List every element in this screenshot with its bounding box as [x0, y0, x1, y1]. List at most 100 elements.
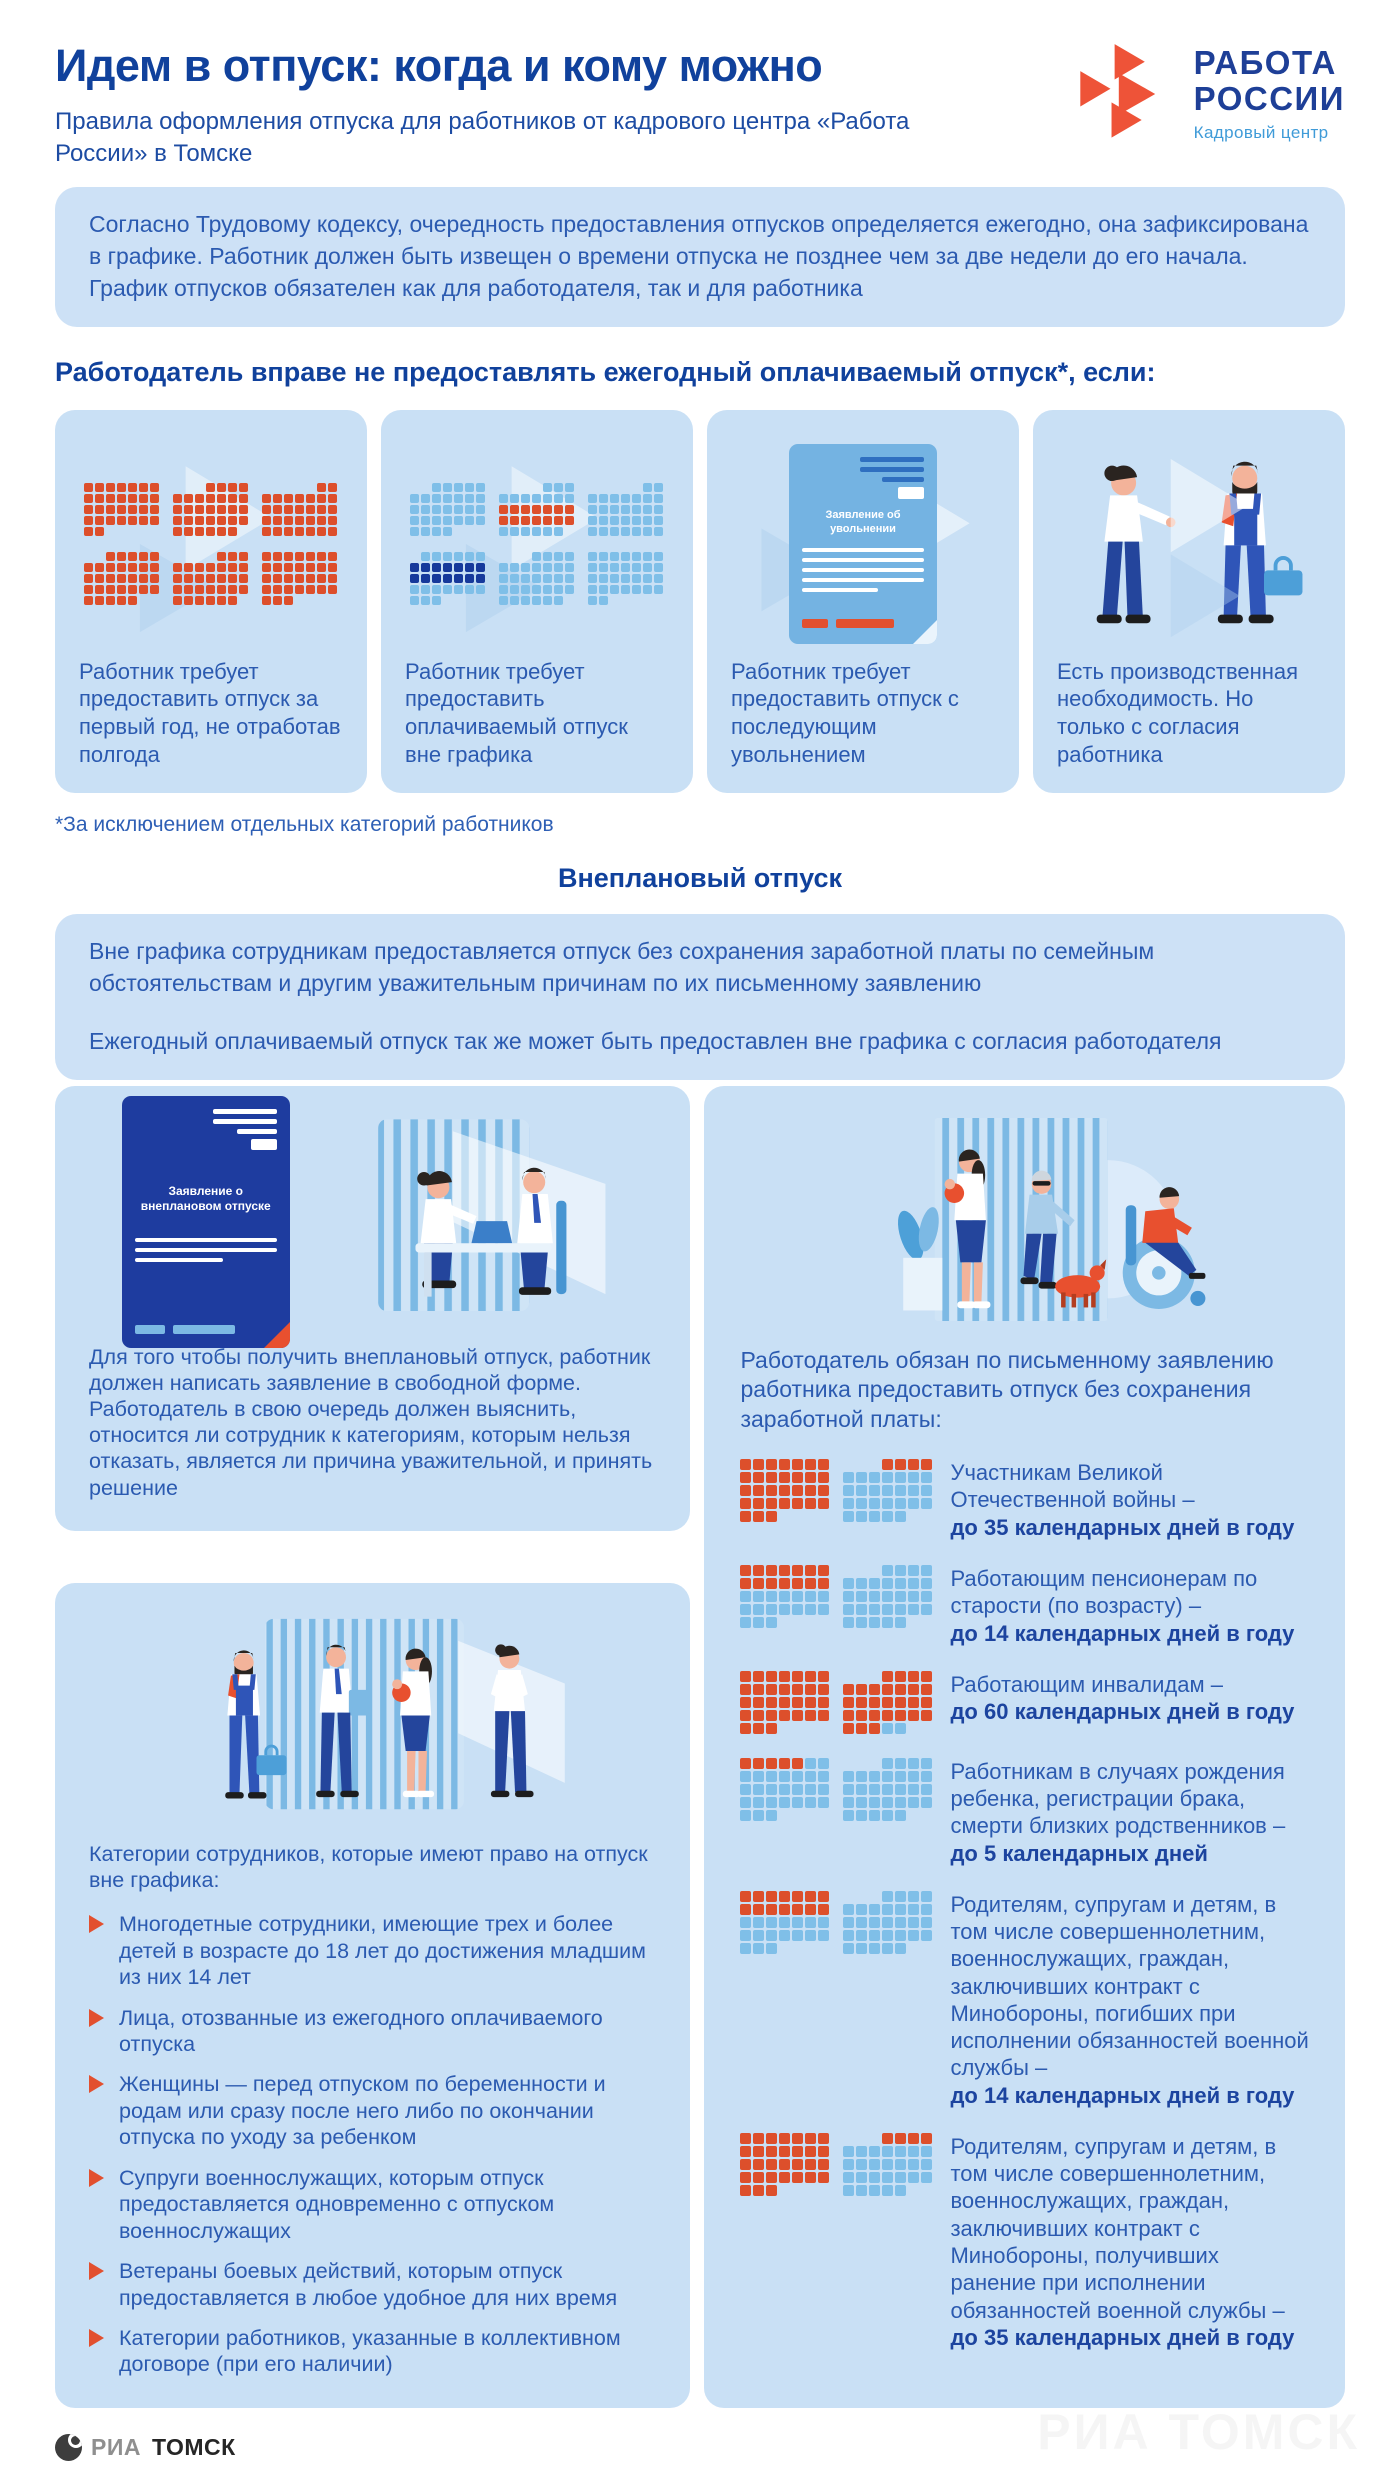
categories-bullet-list: Многодетные сотрудники, имеющие трех и б… [89, 1911, 656, 2378]
leave-item: Работникам в случаях рождения ребенка, р… [740, 1757, 1309, 1867]
leave-item-text: Родителям, супругам и детям, в том числе… [950, 2133, 1309, 2351]
leave-item-days: до 5 календарных дней [950, 1840, 1208, 1866]
leave-item-calendar [740, 1757, 933, 1821]
watermark: РИА ТОМСК [1037, 2403, 1360, 2461]
footnote: *За исключением отдельных категорий рабо… [55, 813, 554, 837]
leave-item: Работающим инвалидам – до 60 календарных … [740, 1670, 1309, 1734]
bullet-item: Категории работников, указанные в коллек… [89, 2325, 656, 2378]
calendar-month [843, 1757, 933, 1821]
intro-note: Согласно Трудовому кодексу, очередность … [55, 187, 1345, 327]
calendar-month [843, 1890, 933, 1954]
card-caption: Работник требует предоставить отпуск с п… [731, 658, 959, 768]
bullet-text: Ветераны боевых действий, которым отпуск… [119, 2259, 618, 2310]
bullet-triangle-icon [89, 2328, 104, 2347]
calendar-grid [84, 482, 338, 605]
employee-woman-figure [490, 1644, 534, 1797]
document-body-lines [802, 547, 924, 592]
calendar-month [740, 1564, 830, 1628]
leave-item-text: Родителям, супругам и детям, в том числе… [950, 1891, 1309, 2108]
calendar-month [84, 482, 159, 536]
calendar-month [740, 1757, 830, 1821]
categories-card: Категории сотрудников, которые имеют пра… [55, 1582, 691, 2408]
worker-figure [224, 1650, 287, 1799]
bullet-item: Лица, отозванные из ежегодного оплачивае… [89, 2005, 656, 2058]
intro-note-text: Согласно Трудовому кодексу, очередность … [89, 211, 1309, 301]
calendar-month [588, 482, 663, 536]
application-document-icon: Заявление о внеплановом отпуске [121, 1095, 290, 1348]
reason-card-illustration: Заявление об увольнении [731, 430, 995, 658]
reason-card-off-schedule: Работник требует предоставить оплачиваем… [381, 409, 693, 794]
calendar-month [499, 551, 574, 605]
leave-item-days: до 60 календарных дней в году [950, 1699, 1295, 1725]
card-caption: Есть производственная необходимость. Но … [1057, 658, 1299, 768]
document-header-lines [212, 1108, 277, 1150]
application-caption: Для того чтобы получить внеплановый отпу… [89, 1344, 653, 1500]
blind-man-with-dog-figure [1020, 1170, 1106, 1307]
document-fold [913, 619, 937, 644]
reason-card-illustration [79, 430, 343, 658]
bullet-item: Ветераны боевых действий, которым отпуск… [89, 2258, 656, 2311]
reason-card-illustration [1057, 430, 1321, 658]
leave-item-calendar [740, 1890, 933, 1954]
leave-item: Участникам Великой Отечественной войны –… [740, 1459, 1309, 1541]
leave-list: Участникам Великой Отечественной войны –… [740, 1459, 1309, 2351]
section1-heading: Работодатель вправе не предоставлять еже… [55, 356, 1156, 387]
calendar-month [740, 1459, 830, 1523]
calendar-month [262, 482, 337, 536]
leave-item: Родителям, супругам и детям, в том числе… [740, 1890, 1309, 2109]
card-caption: Работник требует предоставить отпуск за … [79, 658, 341, 768]
categories-illustration [89, 1613, 656, 1825]
leave-item-calendar [740, 1670, 933, 1734]
reason-cards-row: Работник требует предоставить отпуск за … [55, 409, 1345, 794]
reason-card-dismissal: Заявление об увольнении Работник требует… [707, 409, 1019, 794]
document-body-lines [134, 1237, 277, 1262]
leave-item-calendar [740, 1459, 933, 1523]
calendar-month [740, 1670, 830, 1734]
calendar-month [843, 1670, 933, 1734]
leave-item-days: до 35 календарных дней в году [950, 2324, 1295, 2350]
header-text: Идем в отпуск: когда и кому можно Правил… [55, 34, 985, 169]
bullet-item: Многодетные сотрудники, имеющие трех и б… [89, 1911, 656, 1990]
calendar-month [262, 551, 337, 605]
logo-triangles-icon [1079, 44, 1155, 138]
application-illustration: Заявление о внеплановом отпуске [89, 1095, 656, 1348]
dismissal-document-icon: Заявление об увольнении [789, 443, 937, 644]
triangle-watermark-icon [1170, 458, 1248, 637]
leave-item-days: до 14 календарных дней в году [950, 1620, 1295, 1646]
wheelchair-user-figure [1122, 1186, 1206, 1309]
office-worker-figure [315, 1644, 369, 1797]
logo-text: РАБОТА РОССИИ Кадровый центр [1194, 45, 1345, 143]
employer-duty-card: Работодатель обязан по письменному заявл… [704, 1085, 1345, 2408]
card-caption: Работник требует предоставить оплачиваем… [405, 658, 628, 768]
logo-line2: РОССИИ [1193, 79, 1345, 117]
leave-item-days: до 14 календарных дней в году [950, 2082, 1295, 2108]
ria-tomsk-icon [55, 2433, 82, 2461]
bullet-text: Супруги военнослужащих, которым отпуск п… [119, 2165, 555, 2243]
leave-item-text: Участникам Великой Отечественной войны –… [950, 1459, 1309, 1541]
bullet-text: Многодетные сотрудники, имеющие трех и б… [119, 1912, 646, 1990]
mother-with-baby-figure [944, 1148, 991, 1308]
leave-item-calendar [740, 1564, 933, 1628]
employer-duty-intro: Работодатель обязан по письменному заявл… [740, 1346, 1274, 1433]
two-workers-icon [1096, 461, 1303, 624]
categories-intro: Категории сотрудников, которые имеют пра… [89, 1841, 648, 1893]
document-label: Заявление о внеплановом отпуске [140, 1183, 271, 1214]
bullet-triangle-icon [89, 2008, 104, 2027]
calendar-month [588, 551, 663, 605]
leave-item-text: Работающим инвалидам – до 60 календарных … [950, 1671, 1295, 1725]
section2-heading: Внеплановый отпуск [557, 863, 843, 894]
meeting-illustration-icon [377, 1118, 606, 1311]
logo-line1: РАБОТА [1193, 43, 1337, 81]
calendar-month [410, 482, 485, 536]
calendar-month [173, 551, 248, 605]
family-illustration [740, 1117, 1309, 1330]
mother-with-baby-figure [391, 1648, 434, 1797]
header: Идем в отпуск: когда и кому можно Правил… [55, 34, 1345, 169]
bullet-triangle-icon [89, 2168, 104, 2187]
bullet-item: Супруги военнослужащих, которым отпуск п… [89, 2165, 656, 2244]
footer-brand-ria: РИА [91, 2433, 141, 2460]
application-card: Заявление о внеплановом отпуске [55, 1085, 691, 1531]
document-fold [263, 1321, 290, 1348]
bullet-text: Категории работников, указанные в коллек… [119, 2325, 621, 2377]
unscheduled-note-p1: Вне графика сотрудникам предоставляется … [89, 938, 1155, 997]
